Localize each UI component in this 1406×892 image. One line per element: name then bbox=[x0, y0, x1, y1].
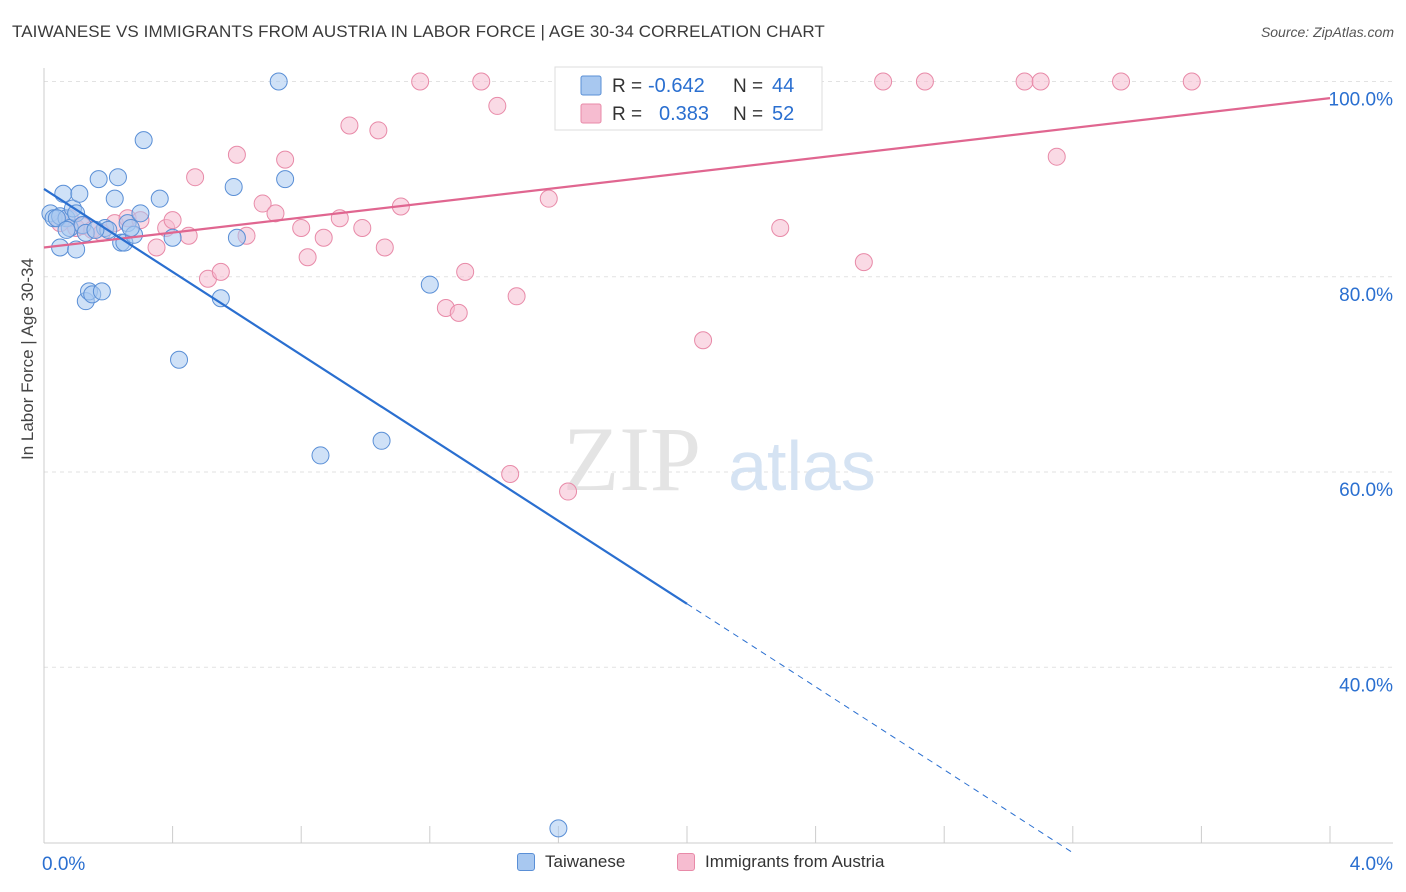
legend-n-value-1: 44 bbox=[772, 75, 794, 97]
y-tick-label-2: 60.0% bbox=[1339, 480, 1393, 501]
y-tick-label-3: 40.0% bbox=[1339, 675, 1393, 696]
watermark: ZIP atlas bbox=[563, 408, 876, 510]
austria-point bbox=[456, 262, 475, 281]
taiwanese-point bbox=[131, 204, 150, 223]
watermark-atlas: atlas bbox=[728, 427, 876, 505]
x-tick-label-0: 0.0% bbox=[42, 854, 85, 875]
legend-n-value-2: 52 bbox=[772, 103, 794, 125]
y-axis-label: In Labor Force | Age 30-34 bbox=[18, 258, 37, 460]
y-tick-label-1: 80.0% bbox=[1339, 285, 1393, 306]
austria-point bbox=[874, 72, 893, 91]
austria-point bbox=[559, 482, 578, 501]
x-tick-label-1: 4.0% bbox=[1350, 854, 1393, 875]
austria-point bbox=[211, 262, 230, 281]
taiwanese-point bbox=[121, 218, 140, 237]
taiwanese-point bbox=[549, 819, 568, 838]
austria-point bbox=[507, 287, 526, 306]
taiwanese-point bbox=[227, 228, 246, 247]
legend-n-label-1: N = bbox=[733, 76, 763, 97]
austria-point bbox=[449, 303, 468, 322]
taiwanese-trend-line bbox=[43, 187, 688, 605]
austria-trend-line bbox=[43, 97, 1331, 249]
taiwanese-point bbox=[57, 220, 76, 239]
taiwanese-point bbox=[170, 350, 189, 369]
austria-point bbox=[472, 72, 491, 91]
x-tick-labels: 0.0% 4.0% bbox=[42, 854, 1393, 875]
taiwanese-point bbox=[224, 177, 243, 196]
trend-lines bbox=[43, 97, 1331, 854]
watermark-zip: ZIP bbox=[563, 408, 701, 510]
austria-point bbox=[314, 228, 333, 247]
chart-title: TAIWANESE VS IMMIGRANTS FROM AUSTRIA IN … bbox=[12, 22, 825, 41]
austria-point bbox=[292, 218, 311, 237]
austria-point bbox=[1112, 72, 1131, 91]
taiwanese-point bbox=[105, 189, 124, 208]
austria-point bbox=[1031, 72, 1050, 91]
austria-point bbox=[771, 218, 790, 237]
legend-swatch-austria-bottom bbox=[677, 853, 695, 871]
taiwanese-trend-extension bbox=[686, 603, 1074, 854]
taiwanese-point bbox=[47, 209, 66, 228]
taiwanese-point bbox=[134, 131, 153, 150]
austria-point bbox=[298, 248, 317, 267]
y-tick-label-0: 100.0% bbox=[1329, 90, 1394, 111]
austria-point bbox=[501, 464, 520, 483]
taiwanese-point bbox=[372, 431, 391, 450]
austria-point bbox=[353, 218, 372, 237]
austria-point bbox=[694, 331, 713, 350]
austria-point bbox=[266, 204, 285, 223]
austria-point bbox=[340, 116, 359, 135]
series-taiwanese-points bbox=[41, 72, 568, 838]
austria-point bbox=[915, 72, 934, 91]
legend-swatch-taiwanese bbox=[580, 75, 602, 96]
legend-label-taiwanese: Taiwanese bbox=[545, 852, 626, 871]
taiwanese-point bbox=[420, 275, 439, 294]
taiwanese-point bbox=[51, 238, 70, 257]
austria-point bbox=[1015, 72, 1034, 91]
austria-point bbox=[227, 145, 246, 164]
taiwanese-point bbox=[311, 446, 330, 465]
legend-n-label-2: N = bbox=[733, 104, 763, 125]
taiwanese-point bbox=[108, 168, 127, 187]
legend-swatch-austria bbox=[580, 103, 602, 124]
austria-point bbox=[854, 253, 873, 272]
legend-item-austria: Immigrants from Austria bbox=[677, 852, 885, 872]
austria-point bbox=[539, 189, 558, 208]
austria-point bbox=[369, 121, 388, 140]
taiwanese-point bbox=[276, 170, 295, 189]
series-legend: Taiwanese Immigrants from Austria bbox=[0, 852, 1406, 876]
austria-point bbox=[488, 96, 507, 115]
source-label: Source: ZipAtlas.com bbox=[1260, 24, 1394, 40]
taiwanese-point bbox=[89, 170, 108, 189]
austria-point bbox=[1047, 147, 1066, 166]
y-tick-labels: 100.0% 80.0% 60.0% 40.0% bbox=[1329, 90, 1394, 697]
austria-point bbox=[375, 238, 394, 257]
taiwanese-point bbox=[92, 282, 111, 301]
taiwanese-point bbox=[150, 189, 169, 208]
legend-r-label-2: R = bbox=[612, 104, 642, 125]
austria-point bbox=[147, 238, 166, 257]
austria-point bbox=[253, 194, 272, 213]
legend-swatch-taiwanese-bottom bbox=[517, 853, 535, 871]
austria-point bbox=[186, 168, 205, 187]
taiwanese-point bbox=[70, 184, 89, 203]
austria-point bbox=[411, 72, 430, 91]
austria-point bbox=[276, 150, 295, 169]
legend-r-value-1: -0.642 bbox=[648, 75, 705, 97]
taiwanese-point bbox=[269, 72, 288, 91]
taiwanese-point bbox=[54, 184, 73, 203]
legend-item-taiwanese: Taiwanese bbox=[517, 852, 625, 872]
legend-label-austria: Immigrants from Austria bbox=[705, 852, 885, 871]
austria-point bbox=[163, 211, 182, 230]
axes bbox=[43, 68, 1393, 844]
austria-point bbox=[1182, 72, 1201, 91]
correlation-legend: R = -0.642 N = 44 R = 0.383 N = 52 bbox=[554, 66, 823, 131]
taiwanese-point bbox=[86, 220, 105, 239]
legend-r-value-2: 0.383 bbox=[659, 103, 709, 125]
legend-r-label-1: R = bbox=[612, 76, 642, 97]
